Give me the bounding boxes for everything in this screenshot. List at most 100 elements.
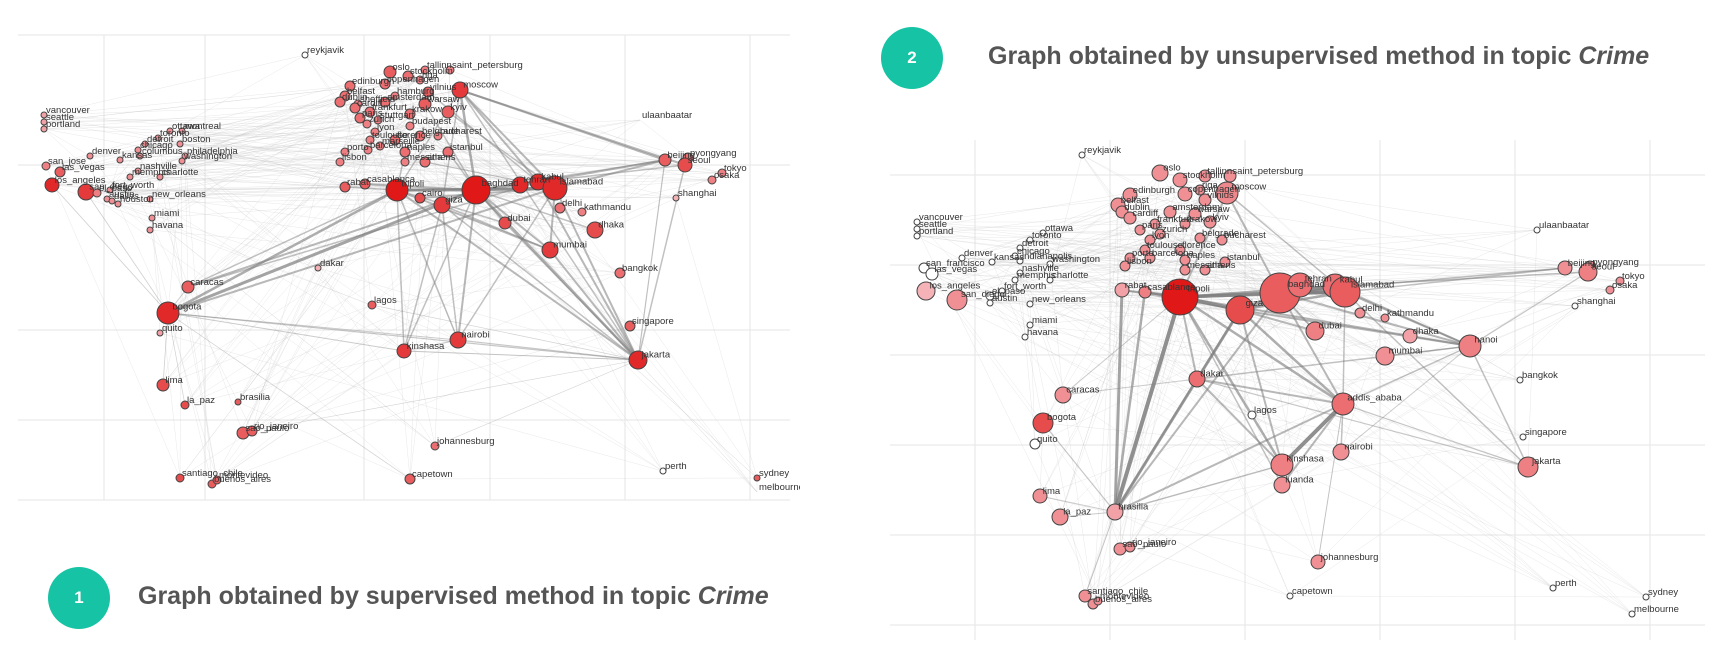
faint-edge [1029,303,1529,468]
faint-edge [925,290,1283,466]
faint-edge [1149,257,1206,271]
label-messina: messina [407,152,443,163]
faint-edge [109,149,139,191]
node-baghdad [461,175,491,205]
faint-edge [149,229,213,485]
faint-edge [1129,249,1146,548]
label-perth: perth [665,461,687,472]
faint-edge [149,164,686,200]
faint-edge [159,176,218,481]
faint-edge [367,149,561,209]
node-beijing [658,153,672,167]
edge-addis_ababa-jakarta [1342,403,1529,468]
faint-edge [419,119,641,199]
label-giza: giza [1246,298,1264,309]
faint-edge [211,325,631,485]
edge-bogota-tripoli [167,188,398,315]
edge-baghdad-mumbai [475,189,551,251]
faint-edge [1059,378,1198,518]
faint-edge [1184,193,1529,468]
faint-edge [1034,443,1099,602]
node-washington [1046,260,1054,268]
faint-edge [931,193,1186,275]
label-montevideo: montevideo [219,470,268,481]
faint-edge [1409,266,1591,337]
node-reykjavik [301,51,309,59]
node-dhaka [1402,328,1418,344]
faint-edge [1204,175,1566,269]
faint-edge [187,286,411,480]
faint-edge [1121,269,1186,291]
label-montevideo: montevideo [1100,591,1149,602]
faint-edge [117,197,421,205]
faint-edge [184,155,405,352]
faint-edge [1062,309,1241,396]
faint-edge [159,95,396,334]
faint-edge [237,401,411,480]
faint-edge [1196,378,1521,381]
node-edinburgh [1122,187,1138,203]
node-las_vegas [54,166,66,178]
faint-edge [1114,464,1283,513]
node-riga [1194,184,1206,196]
node-dublin [334,96,346,108]
faint-edge [344,145,381,153]
node-shanghai [1571,302,1579,310]
faint-edge [991,261,1521,381]
faint-edge [181,85,351,162]
faint-edge [149,198,181,479]
edge-dubai-jakarta [504,222,639,361]
label-islamabad: islamabad [560,176,603,187]
faint-edge [106,119,641,200]
edge-addis_ababa-hanoi [1342,345,1471,405]
label-moscow: moscow [463,80,498,91]
faint-edge [216,350,405,481]
faint-edge [169,119,379,132]
faint-edge [1184,193,1633,615]
node-stuttgart [373,115,383,125]
faint-edge [1119,451,1342,550]
label-delhi: delhi [1362,303,1382,314]
label-havana: havana [152,220,184,231]
edge-dakar-hanoi [1196,345,1471,380]
node-warsaw [1188,207,1202,221]
faint-edge [187,95,346,288]
faint-edge [1084,335,1411,597]
node-columbus [136,152,144,160]
edge-tripoli-moscow [1179,192,1228,298]
faint-edge [179,130,183,479]
label-nairobi: nairobi [1344,442,1373,453]
label-lima: lima [165,375,183,386]
label-dakar: dakar [1200,369,1224,380]
faint-edge [359,117,521,186]
faint-edge [434,69,451,447]
faint-edge [409,113,664,472]
faint-edge [179,189,398,479]
node-dakar [1188,370,1206,388]
faint-edge [43,103,359,116]
edge-mumbai-hanoi [1384,345,1471,357]
label-vilnius: vilnius [1207,190,1234,201]
label-kyiv: kyiv [1212,212,1229,223]
step-badge-1: 1 [48,567,110,629]
faint-edge [216,157,689,481]
faint-edge [1042,232,1206,271]
faint-edge [1149,221,1211,259]
label-beijing: beijing [1568,258,1595,269]
label-marseille: marseille [382,136,420,147]
label-toulouse: toulouse [1147,240,1183,251]
faint-edge [129,123,368,178]
faint-edge [931,273,1301,286]
node-barcelona [363,145,373,155]
edge-bogota-nairobi [167,312,459,341]
node-kyiv [1203,215,1217,229]
faint-edge [1281,284,1301,466]
node-vilnius [1198,193,1212,207]
faint-edge [1121,172,1161,213]
label-detroit: detroit [1022,238,1049,249]
node-dallas [108,197,116,205]
label-shanghai: shanghai [1577,296,1616,307]
label-brasilia: brasilia [1118,502,1149,513]
faint-edge [45,79,421,167]
